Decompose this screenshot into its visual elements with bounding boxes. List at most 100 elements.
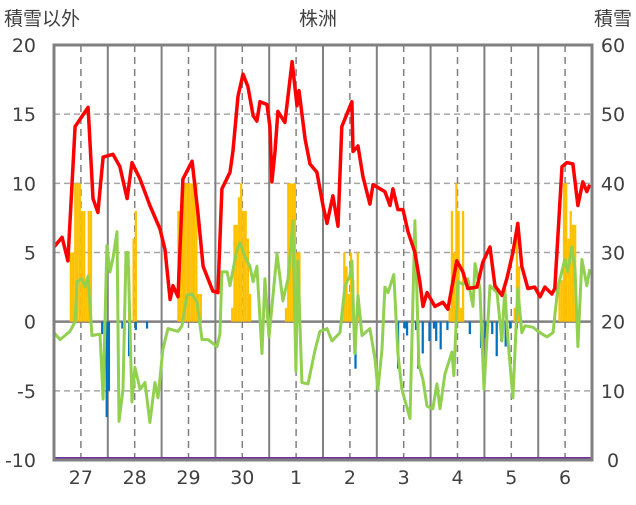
blue-bar [105, 321, 108, 418]
x-tick-label: 29 [176, 467, 200, 489]
orange-bar [249, 294, 252, 322]
y-tick-left: 20 [12, 35, 36, 57]
orange-bar [461, 211, 465, 322]
orange-bar [558, 280, 561, 322]
orange-bar [74, 183, 77, 322]
y-tick-right: 60 [601, 35, 625, 57]
orange-bar [188, 183, 191, 322]
orange-bar [69, 252, 72, 322]
x-tick-label: 6 [559, 467, 571, 489]
orange-bar [450, 211, 454, 322]
blue-bar [491, 321, 494, 335]
x-tick-label: 28 [123, 467, 147, 489]
orange-bar [192, 183, 196, 322]
orange-bar [195, 183, 198, 322]
orange-bar [244, 211, 247, 322]
blue-bar [504, 321, 507, 347]
y-tick-right: 30 [601, 243, 625, 265]
y-tick-right: 0 [607, 450, 619, 472]
x-tick-label: 3 [398, 467, 410, 489]
y-tick-left: 0 [24, 312, 36, 334]
orange-bar [565, 183, 568, 322]
y-tick-left: -5 [17, 381, 36, 403]
orange-bar [453, 252, 456, 322]
x-tick-label: 2 [344, 467, 356, 489]
x-tick-label: 1 [290, 467, 302, 489]
x-tick-label: 27 [69, 467, 93, 489]
y-tick-right: 20 [601, 312, 625, 334]
orange-bar [284, 307, 288, 322]
blue-bar [439, 321, 442, 350]
blue-bar [403, 321, 406, 329]
y-tick-right: 40 [601, 173, 625, 195]
orange-bar [567, 238, 570, 322]
blue-bar [432, 321, 436, 329]
blue-bar [428, 321, 431, 342]
orange-bar [562, 183, 566, 322]
left-axis-title: 積雪以外 [4, 8, 80, 30]
orange-bar [83, 211, 86, 322]
blue-bar [101, 321, 104, 335]
blue-bar [421, 321, 424, 354]
orange-bar [237, 197, 241, 322]
blue-bar [495, 321, 498, 357]
orange-bar [455, 183, 458, 322]
x-tick-label: 4 [451, 467, 463, 489]
orange-bar [240, 183, 243, 322]
green-line [52, 219, 592, 425]
orange-bar [347, 294, 350, 322]
orange-bar [71, 252, 75, 322]
orange-bar [186, 183, 189, 322]
blue-bar [414, 321, 418, 330]
blue-bar [145, 321, 149, 329]
orange-bar [132, 238, 135, 322]
blue-bar [509, 321, 512, 329]
orange-bar [459, 307, 462, 322]
orange-bar [199, 294, 202, 322]
y-tick-left: 10 [12, 173, 36, 195]
chart-title: 株洲 [299, 8, 337, 30]
blue-bar [435, 321, 438, 342]
orange-bar [87, 211, 90, 322]
blue-bar [107, 321, 111, 391]
orange-bar [181, 183, 185, 322]
plot-frame [52, 43, 594, 462]
y-tick-left: -10 [5, 450, 36, 472]
orange-bar [134, 211, 137, 322]
x-tick-label: 5 [505, 467, 517, 489]
orange-bar [184, 183, 187, 322]
y-tick-left: 5 [24, 243, 36, 265]
orange-bar [246, 238, 250, 322]
orange-bar [78, 183, 81, 322]
orange-bar [560, 280, 563, 322]
orange-bar [76, 183, 79, 322]
orange-bar [89, 211, 93, 322]
blue-bar [134, 321, 137, 330]
orange-bar [448, 307, 451, 322]
blue-bar [446, 321, 449, 330]
orange-bar [571, 224, 575, 322]
blue-bar [121, 321, 124, 329]
y-tick-right: 10 [601, 381, 625, 403]
orange-bar [242, 211, 245, 322]
y-tick-left: 15 [12, 104, 36, 126]
orange-bar [287, 183, 290, 322]
blue-bar [484, 321, 487, 339]
orange-bar [80, 211, 84, 322]
orange-bar [190, 183, 193, 322]
orange-bar [231, 307, 234, 322]
x-tick-label: 30 [230, 467, 254, 489]
right-axis-title: 積雪 [594, 8, 632, 30]
orange-bar [235, 224, 238, 322]
red-line [52, 59, 592, 311]
orange-bar [349, 252, 353, 322]
y-tick-right: 50 [601, 104, 625, 126]
orange-bar [513, 307, 516, 322]
orange-bar [356, 252, 359, 322]
blue-bar [405, 321, 409, 336]
orange-bar [515, 238, 519, 322]
blue-bar [468, 321, 471, 335]
orange-bar [345, 266, 348, 322]
